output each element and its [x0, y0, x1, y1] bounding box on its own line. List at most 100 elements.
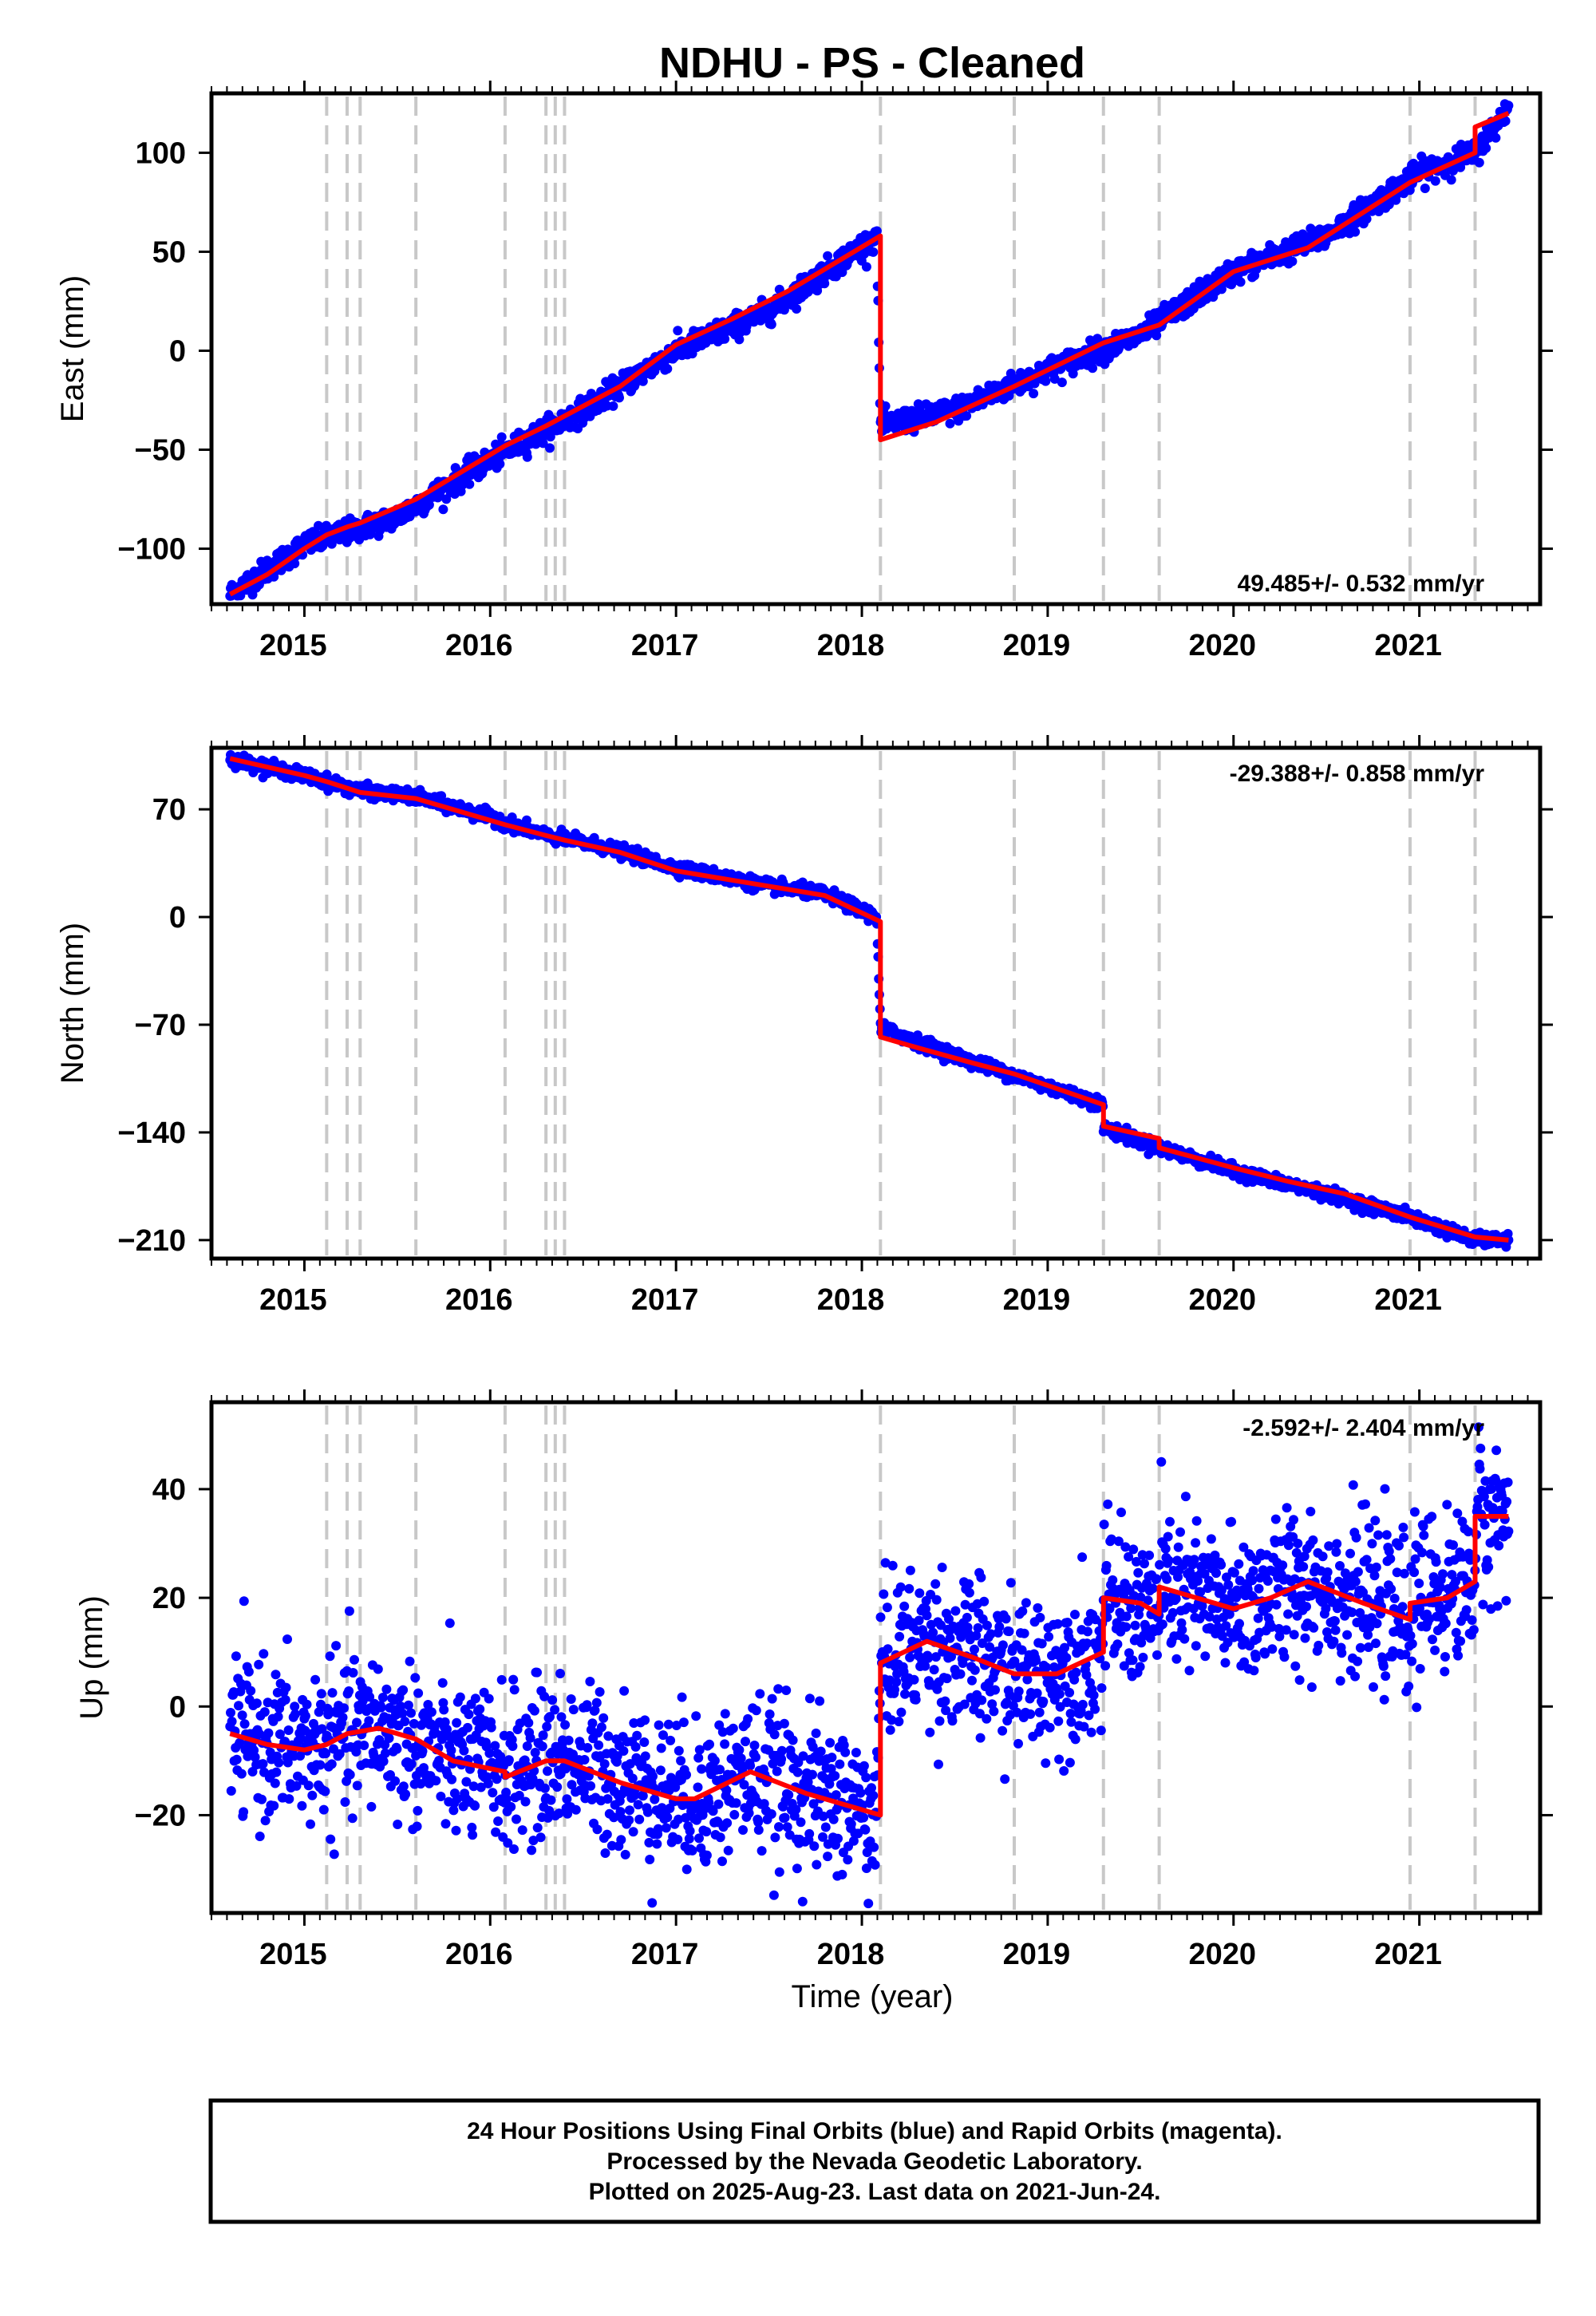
up-data-point — [283, 1725, 294, 1735]
east-data-point — [962, 411, 972, 421]
up-data-point — [378, 1757, 389, 1766]
up-data-point — [303, 1780, 314, 1791]
up-data-point — [359, 1741, 369, 1750]
east-x-tick-label: 2015 — [259, 629, 327, 662]
north-y-axis-label: North (mm) — [55, 923, 90, 1084]
north-y-tick-label: −140 — [117, 1117, 186, 1150]
up-data-point — [259, 1707, 270, 1717]
east-data-point — [720, 334, 730, 344]
north-x-ticks: 2015 2016 2017 2018 2019 2020 2021 — [211, 735, 1529, 1317]
east-data-point — [1057, 377, 1067, 388]
east-event-lines — [325, 97, 1477, 601]
up-data-point — [280, 1694, 290, 1705]
east-data-point — [1235, 277, 1246, 287]
north-x-tick-label: 2018 — [817, 1283, 885, 1317]
up-data-point — [345, 1769, 355, 1780]
north-y-tick-label: 0 — [169, 901, 186, 935]
east-y-axis-label: East (mm) — [55, 275, 90, 422]
up-data-point — [339, 1703, 349, 1713]
east-data-point — [792, 304, 802, 314]
up-data-point — [251, 1698, 262, 1709]
up-data-point — [344, 1686, 354, 1696]
up-data-point — [376, 1702, 386, 1713]
east-model-line — [228, 111, 1510, 597]
east-data-point — [1446, 175, 1456, 185]
up-data-point — [331, 1641, 342, 1651]
north-x-tick-label: 2021 — [1374, 1283, 1442, 1317]
up-data-point — [257, 1794, 267, 1804]
up-data-point — [260, 1816, 271, 1826]
up-data-point — [413, 1688, 424, 1698]
up-data-point — [270, 1778, 280, 1788]
up-data-point — [307, 1790, 318, 1800]
up-data-point — [226, 1708, 235, 1717]
east-data-point — [945, 418, 955, 429]
east-data-points — [225, 99, 1514, 601]
up-data-point — [306, 1819, 315, 1829]
east-data-point — [1491, 132, 1501, 143]
east-data-point — [1350, 227, 1361, 237]
east-data-point — [871, 226, 882, 236]
up-data-point — [392, 1744, 402, 1754]
up-data-point — [400, 1717, 410, 1726]
up-data-point — [226, 1786, 236, 1796]
east-data-point — [522, 452, 532, 462]
east-data-point — [868, 247, 879, 257]
east-data-point — [673, 326, 683, 336]
up-data-point — [316, 1689, 326, 1699]
up-data-point — [344, 1606, 354, 1616]
east-data-point — [1216, 284, 1227, 294]
up-data-point — [350, 1654, 359, 1665]
up-data-point — [236, 1769, 247, 1779]
east-model-series — [228, 111, 1510, 597]
up-data-point — [410, 1673, 421, 1683]
up-data-point — [237, 1710, 247, 1721]
east-data-point — [820, 279, 830, 289]
up-data-point — [329, 1849, 339, 1860]
up-data-point — [259, 1649, 269, 1659]
north-model-line — [229, 756, 1509, 1243]
north-model-series — [229, 756, 1509, 1243]
up-data-point — [231, 1651, 241, 1662]
east-data-point — [290, 559, 300, 569]
east-data-point — [662, 364, 673, 374]
north-x-tick-label: 2020 — [1188, 1283, 1256, 1317]
east-data-point — [496, 432, 507, 442]
up-data-point — [327, 1688, 338, 1698]
north-y-tick-label: 70 — [152, 793, 186, 827]
east-data-point — [1481, 143, 1491, 153]
east-data-point — [545, 443, 555, 453]
east-data-point — [464, 479, 475, 489]
east-data-point — [1420, 184, 1430, 193]
east-data-point — [861, 262, 871, 272]
up-data-point — [325, 1651, 335, 1662]
up-data-point — [297, 1800, 307, 1811]
north-x-tick-label: 2017 — [631, 1283, 699, 1317]
north-plot-frame — [209, 745, 1543, 1261]
north-x-tick-label: 2015 — [259, 1283, 327, 1317]
east-y-tick-label: 0 — [169, 334, 186, 368]
up-data-point — [348, 1668, 358, 1678]
east-x-tick-label: 2019 — [1003, 629, 1071, 662]
up-data-point — [417, 1746, 428, 1757]
east-data-point — [1503, 101, 1514, 111]
east-y-tick-label: 50 — [152, 235, 186, 269]
up-data-point — [373, 1664, 383, 1674]
up-data-point — [310, 1674, 321, 1685]
up-data-point — [326, 1759, 337, 1769]
up-data-point — [380, 1748, 390, 1758]
east-y-tick-label: −100 — [117, 533, 186, 567]
east-y-tick-label: −50 — [135, 434, 186, 468]
north-rate-label: -29.388+/- 0.858 mm/yr — [1230, 761, 1485, 787]
east-x-tick-label: 2016 — [445, 629, 513, 662]
up-data-point — [352, 1717, 361, 1728]
up-data-point — [318, 1804, 329, 1815]
up-data-point — [384, 1733, 394, 1743]
east-data-point — [545, 432, 555, 442]
up-data-point — [269, 1800, 279, 1811]
east-data-point — [734, 334, 745, 345]
up-data-point — [234, 1701, 243, 1711]
up-data-points — [225, 1422, 1514, 1909]
